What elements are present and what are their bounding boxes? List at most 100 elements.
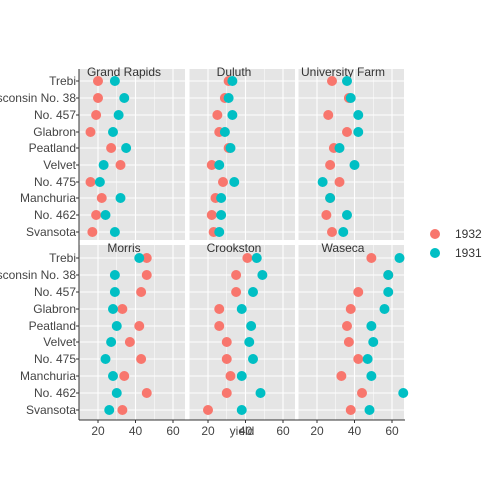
axis-layer: Trebi Wisconsin No. 38 No. 457 Glabron Peatl…	[0, 69, 405, 438]
point-1931	[246, 321, 257, 331]
x-tick-label: 40	[239, 424, 253, 438]
point-1931	[227, 76, 238, 86]
point-1931	[229, 177, 240, 187]
panel-background	[79, 245, 185, 420]
x-axis-title: yield	[230, 424, 255, 438]
point-1932	[106, 143, 117, 153]
point-1931	[100, 210, 111, 220]
y-tick-label: Wisconsin No. 38	[0, 91, 76, 105]
point-1931	[342, 76, 352, 86]
point-1931	[214, 160, 225, 170]
point-1932	[327, 76, 337, 86]
point-1931	[244, 337, 255, 347]
point-1931	[100, 354, 111, 364]
point-1931	[398, 388, 409, 398]
y-tick-label: Glabron	[33, 302, 76, 316]
point-1932	[93, 93, 103, 103]
x-tick-label: 60	[276, 424, 290, 438]
point-1932	[323, 110, 334, 120]
y-tick-label: Peatland	[29, 141, 76, 155]
x-tick-label: 20	[201, 424, 215, 438]
point-1932	[327, 227, 337, 237]
point-1931	[353, 110, 364, 120]
point-1932	[345, 405, 356, 415]
point-1931	[109, 76, 120, 86]
point-1931	[345, 93, 356, 103]
y-tick-label: No. 457	[34, 285, 76, 299]
point-1931	[219, 127, 230, 137]
point-1931	[248, 287, 258, 297]
point-1932	[91, 210, 102, 220]
point-1931	[94, 177, 105, 187]
panel-strip-label: Morris	[107, 241, 140, 255]
point-1931	[383, 287, 394, 297]
point-1932	[136, 354, 147, 364]
point-1931	[216, 193, 227, 203]
point-1931	[349, 160, 360, 170]
point-1932	[366, 253, 377, 263]
x-tick-label: 60	[385, 424, 399, 438]
point-1931	[109, 227, 120, 237]
point-1932	[206, 160, 217, 170]
point-1932	[119, 371, 130, 381]
legend-key	[430, 248, 440, 258]
point-1931	[236, 405, 247, 415]
points-layer	[85, 76, 409, 415]
point-1931	[383, 270, 394, 280]
point-1932	[212, 110, 223, 120]
point-1932	[136, 287, 147, 297]
point-1931	[353, 127, 364, 137]
point-1932	[231, 287, 242, 297]
panel-strip-label: Duluth	[217, 65, 252, 79]
point-1932	[117, 304, 128, 314]
y-tick-label: Velvet	[43, 335, 76, 349]
point-1932	[342, 321, 352, 331]
point-1931	[109, 287, 120, 297]
point-1932	[343, 337, 354, 347]
point-1932	[141, 253, 152, 263]
point-1931	[109, 270, 120, 280]
point-1931	[334, 143, 345, 153]
y-tick-label: No. 462	[34, 386, 76, 400]
point-1932	[206, 210, 217, 220]
point-1931	[255, 388, 266, 398]
x-tick-label: 20	[310, 424, 324, 438]
panel-strip-label: Grand Rapids	[87, 65, 161, 79]
panel-strip-label: Waseca	[322, 241, 365, 255]
point-1932	[134, 321, 145, 331]
point-1932	[342, 127, 352, 137]
point-1931	[134, 253, 145, 263]
y-tick-label: Manchuria	[20, 191, 76, 205]
panel-strip-label: Crookston	[207, 241, 262, 255]
point-1932	[357, 388, 367, 398]
point-1931	[216, 210, 227, 220]
point-1931	[362, 354, 373, 364]
point-1932	[214, 304, 225, 314]
y-tick-label: Manchuria	[20, 369, 76, 383]
point-1931	[325, 193, 336, 203]
y-tick-label: Trebi	[49, 251, 76, 265]
legend-label: 1931	[455, 246, 482, 260]
point-1931	[236, 304, 247, 314]
y-tick-label: Trebi	[49, 74, 76, 88]
point-1932	[225, 371, 236, 381]
point-1931	[225, 143, 236, 153]
point-1931	[104, 405, 115, 415]
legend: 1932 1931	[430, 227, 482, 260]
point-1932	[321, 210, 332, 220]
point-1932	[353, 354, 364, 364]
point-1932	[124, 337, 135, 347]
point-1932	[91, 110, 102, 120]
point-1932	[203, 405, 213, 415]
point-1931	[227, 110, 238, 120]
point-1931	[342, 210, 352, 220]
point-1932	[141, 270, 152, 280]
point-1932	[218, 177, 228, 187]
point-1932	[242, 253, 253, 263]
point-1931	[251, 253, 262, 263]
point-1931	[394, 253, 405, 263]
x-tick-label: 40	[348, 424, 362, 438]
point-1931	[111, 388, 122, 398]
y-tick-label: Wisconsin No. 38	[0, 268, 76, 282]
point-1931	[257, 270, 268, 280]
